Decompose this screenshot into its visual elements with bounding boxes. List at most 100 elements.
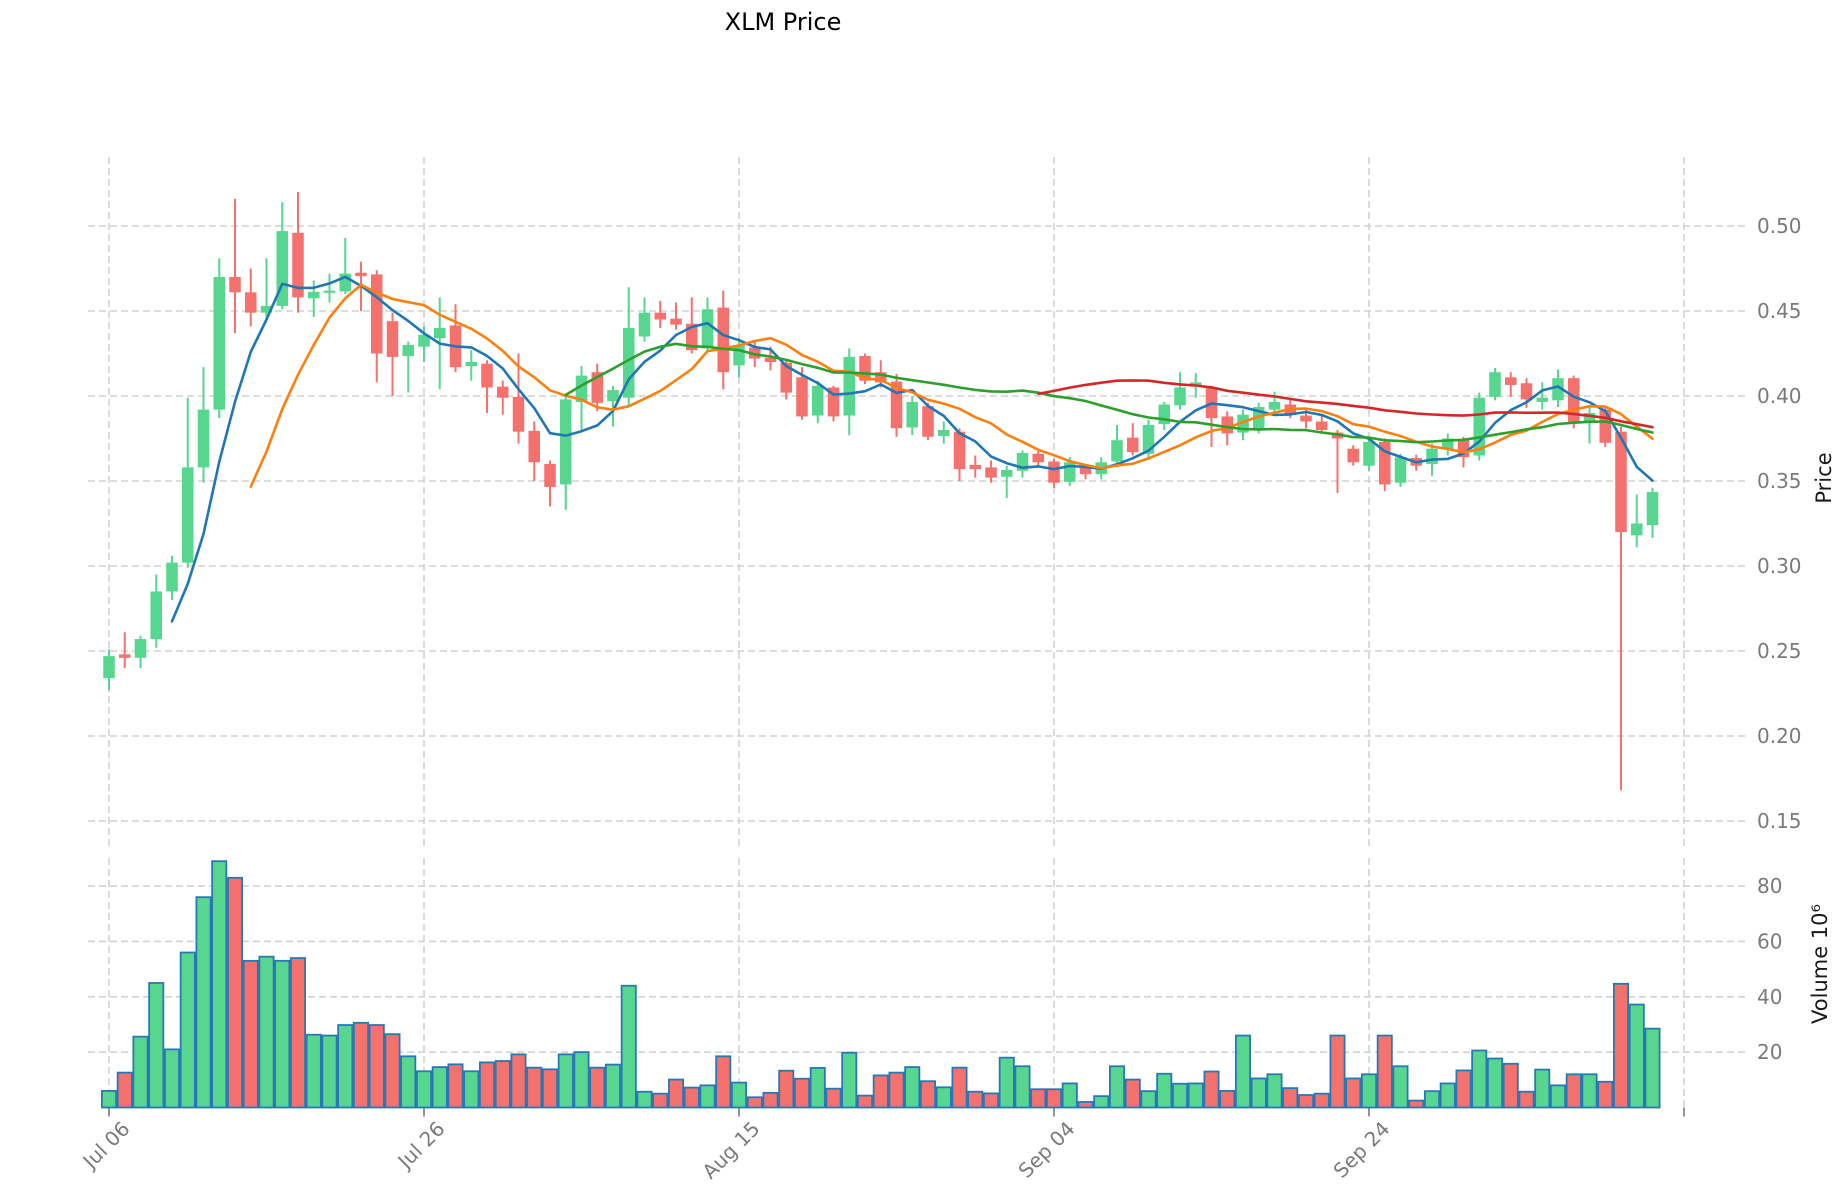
volume-bar (1187, 1082, 1204, 1109)
volume-tick-label: 60 (1757, 929, 1782, 953)
candle (1489, 367, 1501, 401)
candle (1111, 424, 1123, 468)
candle (686, 297, 698, 354)
candle (1615, 426, 1627, 791)
volume-bar (1156, 1072, 1173, 1109)
x-tick-label: Aug 15 (697, 1117, 764, 1184)
volume-bar (352, 1021, 369, 1109)
candle (1174, 372, 1186, 410)
candle (1394, 453, 1407, 487)
candle (1631, 494, 1643, 548)
volume-bar (888, 1071, 905, 1109)
volume-bar (368, 1024, 385, 1109)
volume-bar (683, 1086, 700, 1109)
volume-bar (274, 959, 291, 1109)
volume-bar (1597, 1080, 1614, 1109)
volume-bar (620, 984, 637, 1109)
volume-bar (1203, 1070, 1220, 1109)
volume-bar (384, 1033, 401, 1109)
candle (591, 363, 603, 412)
candle (906, 396, 918, 436)
volume-bar (148, 982, 165, 1109)
candle (1363, 437, 1375, 471)
volume-bar (101, 1089, 118, 1109)
volume-bar (1313, 1092, 1330, 1109)
candle (1205, 385, 1218, 447)
volume-bar (1581, 1073, 1598, 1109)
candle (1316, 414, 1328, 434)
candle (1568, 375, 1580, 429)
candle (245, 268, 257, 327)
grid-layer (88, 157, 1747, 1108)
volume-bar (1502, 1062, 1519, 1109)
volume-tick-label: 80 (1757, 874, 1782, 898)
volume-bar (463, 1070, 480, 1109)
volume-bar (951, 1066, 968, 1109)
volume-bar (415, 1070, 432, 1109)
candle (465, 350, 477, 381)
volume-bar (258, 955, 275, 1109)
candle (1142, 419, 1155, 459)
candle (1158, 401, 1170, 430)
volume-bar (1424, 1090, 1441, 1109)
candle (843, 348, 855, 436)
candle (607, 385, 619, 427)
volume-bar (337, 1024, 354, 1109)
volume-bar (1550, 1084, 1567, 1109)
candle (1552, 369, 1564, 408)
chart-title: XLM Price (724, 8, 842, 36)
volume-bar (731, 1081, 748, 1109)
candle (1237, 409, 1249, 441)
volume-bar (715, 1055, 732, 1109)
volume-bar (998, 1056, 1015, 1109)
candle (276, 202, 288, 310)
candle (134, 635, 147, 668)
volume-bar (1455, 1069, 1472, 1109)
volume-bar (605, 1063, 622, 1109)
volume-bar (1093, 1095, 1110, 1109)
candle (1001, 465, 1013, 498)
candle (1048, 458, 1060, 488)
volume-bar (542, 1068, 559, 1109)
volume-bar (510, 1053, 527, 1109)
candle (1127, 423, 1139, 456)
price-tick-label: 0.25 (1757, 639, 1802, 663)
volume-bar (1077, 1101, 1094, 1109)
candle (481, 360, 493, 413)
volume-bar (1266, 1073, 1283, 1109)
volume-bar (321, 1034, 338, 1109)
volume-bar (132, 1035, 149, 1109)
x-tick-label: Sep 24 (1328, 1117, 1394, 1183)
volume-bar (179, 951, 196, 1109)
volume-bar (1298, 1094, 1315, 1109)
candle (1583, 407, 1596, 444)
candle (560, 396, 572, 510)
candle (119, 632, 131, 668)
volume-bar (1644, 1027, 1661, 1109)
volume-bar (746, 1096, 763, 1109)
price-tick-label: 0.50 (1757, 214, 1802, 238)
volume-bar (1235, 1034, 1252, 1109)
candle (528, 421, 540, 481)
candle (213, 258, 225, 419)
candle (969, 455, 981, 478)
volume-bar (431, 1066, 448, 1109)
volume-bar (494, 1060, 511, 1109)
volume-tick-label: 20 (1757, 1040, 1782, 1064)
volume-bar (400, 1055, 417, 1109)
volume-bar (526, 1066, 543, 1109)
volume-bar (573, 1051, 590, 1109)
volume-bar (1140, 1090, 1157, 1109)
price-tick-label: 0.20 (1757, 724, 1802, 748)
volume-bar (636, 1090, 653, 1109)
volume-bar (1613, 982, 1630, 1109)
candle (544, 460, 556, 507)
candle (449, 304, 462, 373)
volume-bar (211, 860, 228, 1109)
volume-bar (589, 1066, 606, 1109)
volume-bar (652, 1092, 669, 1109)
candle (922, 402, 934, 441)
volume-bar (1518, 1090, 1535, 1109)
